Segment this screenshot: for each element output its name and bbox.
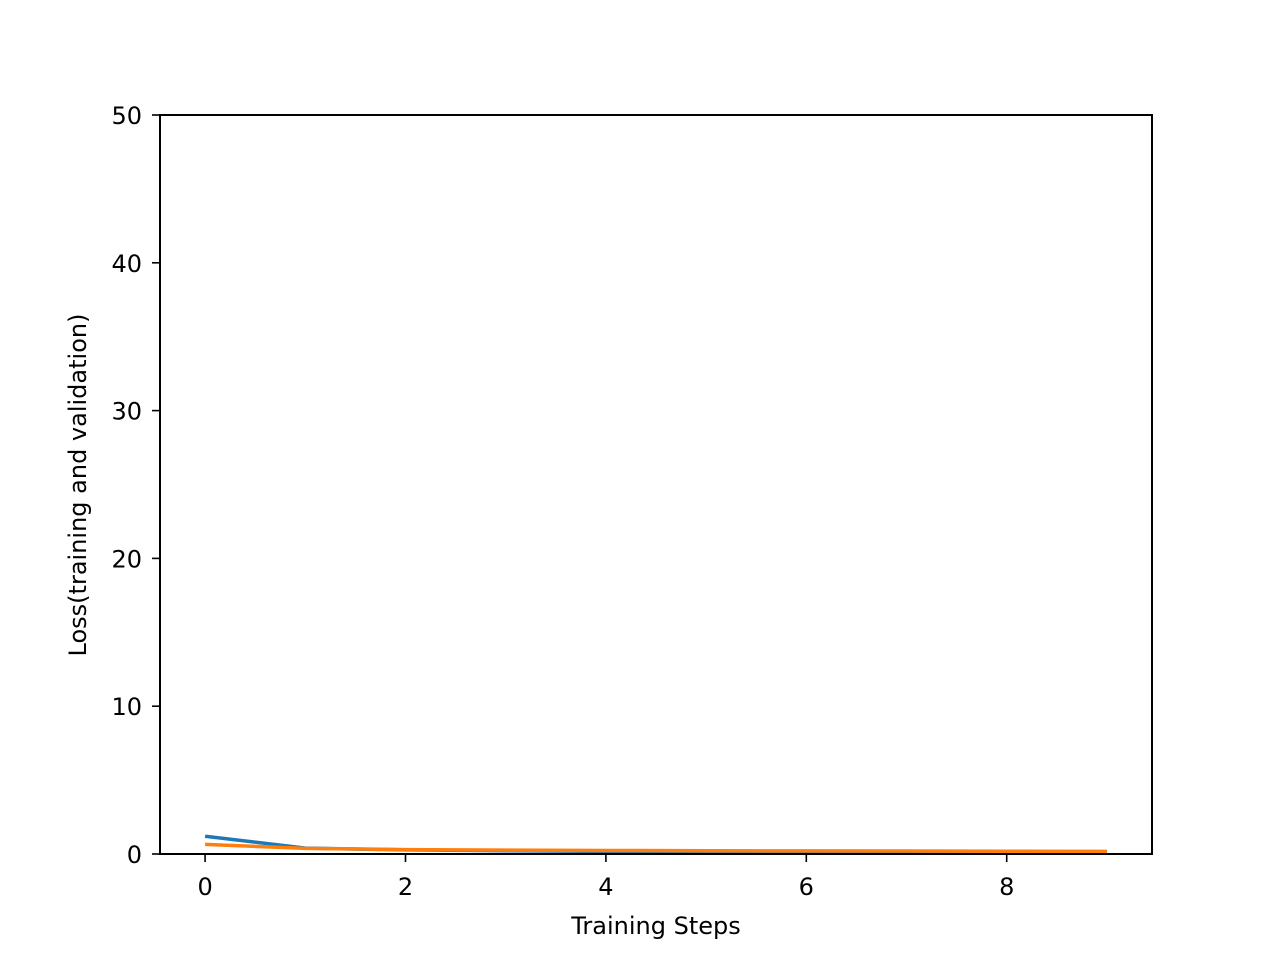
x-tick-label: 8	[999, 873, 1014, 901]
y-tick-label: 40	[111, 250, 142, 278]
y-tick-label: 10	[111, 693, 142, 721]
y-tick-label: 20	[111, 545, 142, 573]
y-tick-label: 30	[111, 398, 142, 426]
x-axis-label: Training Steps	[570, 912, 740, 940]
x-tick-label: 4	[598, 873, 613, 901]
y-tick-label: 50	[111, 102, 142, 130]
y-tick-label: 0	[127, 841, 142, 869]
x-tick-label: 0	[197, 873, 212, 901]
x-tick-label: 6	[799, 873, 814, 901]
x-tick-label: 2	[398, 873, 413, 901]
y-axis-label: Loss(training and validation)	[64, 314, 92, 657]
